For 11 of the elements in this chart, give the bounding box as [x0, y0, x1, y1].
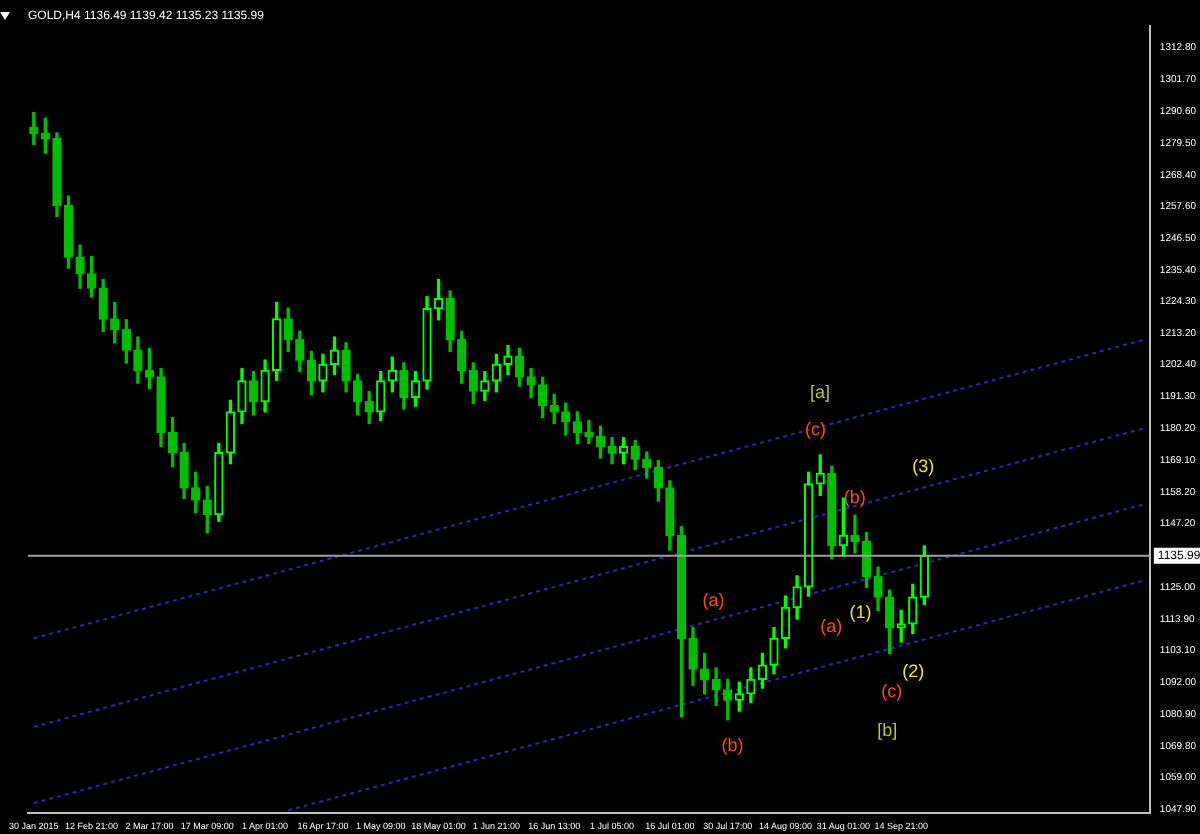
annotation: (b) [843, 487, 866, 508]
annotation: (c) [805, 419, 827, 439]
annotation: [b] [877, 719, 898, 740]
annotation: (c) [881, 681, 903, 701]
annotation: (2) [902, 660, 925, 681]
annotation: (a) [702, 589, 725, 610]
annotation: (1) [849, 601, 872, 622]
annotation: (3) [912, 455, 935, 476]
annotation: (b) [721, 735, 744, 756]
annotation: [a] [810, 382, 831, 403]
annotation: (a) [820, 616, 843, 637]
